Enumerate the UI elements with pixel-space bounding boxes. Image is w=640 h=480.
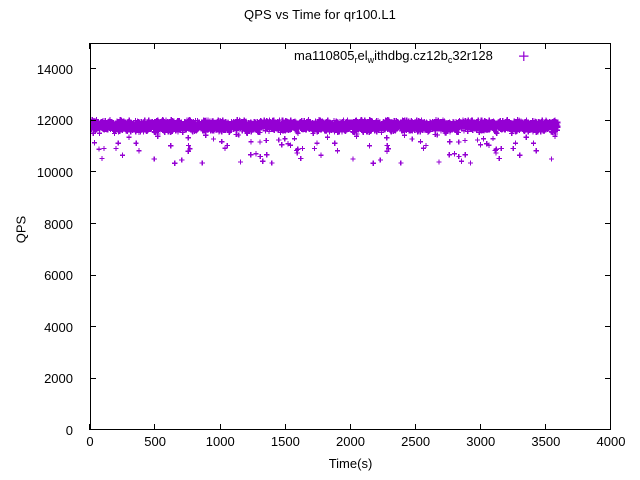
x-axis-tick-mark (610, 43, 612, 49)
x-axis-tick-label: 4000 (596, 434, 626, 449)
x-axis-tick-mark (219, 43, 221, 49)
y-axis-tick-label: 6000 (44, 268, 73, 284)
y-axis-tick-mark (605, 377, 611, 379)
y-axis-tick-label: 12000 (36, 113, 73, 129)
y-axis-tick-mark (605, 274, 611, 276)
x-axis-tick-mark (480, 424, 482, 430)
x-axis-tick-label: 2000 (336, 434, 365, 449)
scatter-series-canvas (91, 117, 561, 166)
x-axis-tick-mark (610, 424, 612, 430)
y-axis-tick-mark (90, 119, 96, 121)
y-axis-tick-mark (90, 171, 96, 173)
x-axis-tick-mark (349, 424, 351, 430)
y-axis-tick-mark (90, 222, 96, 224)
y-axis-tick-mark (90, 326, 96, 328)
x-axis-tick-mark (349, 43, 351, 49)
x-axis-tick-mark (154, 424, 156, 430)
x-axis-tick-label: 0 (86, 434, 94, 449)
y-axis-tick-mark (90, 274, 96, 276)
legend: ma110805relwithdbg.cz12bc32r128 + (294, 45, 555, 67)
y-axis-tick-label: 8000 (44, 216, 73, 232)
chart-title: QPS vs Time for qr100.L1 (244, 7, 396, 22)
x-axis-tick-label: 3500 (531, 434, 561, 449)
legend-marker-plus-icon: + (517, 46, 531, 65)
y-axis-tick-label: 14000 (36, 61, 73, 77)
x-axis-tick-mark (414, 424, 416, 430)
y-axis-tick-mark (605, 119, 611, 121)
y-axis-tick-mark (605, 429, 611, 431)
y-axis-tick-label: 10000 (36, 165, 73, 180)
y-axis-tick-mark (90, 429, 96, 431)
x-axis-tick-mark (545, 424, 547, 430)
x-axis-tick-label: 3000 (466, 434, 496, 449)
y-axis-tick-mark (90, 68, 96, 70)
x-axis-tick-mark (284, 424, 286, 430)
y-axis-tick-label: 0 (65, 423, 73, 438)
x-axis-tick-mark (545, 43, 547, 49)
x-axis-tick-mark (89, 424, 91, 430)
y-axis-tick-mark (90, 377, 96, 379)
y-axis-tick-mark (605, 68, 611, 70)
plot-area (90, 43, 611, 430)
x-axis-tick-label: 1000 (205, 434, 235, 449)
y-axis-tick-label: 2000 (44, 371, 73, 387)
x-axis-tick-label: 500 (144, 434, 166, 449)
x-axis-tick-label: 2500 (401, 434, 431, 449)
legend-series-label: ma110805relwithdbg.cz12bc32r128 (294, 47, 493, 65)
y-axis-tick-mark (605, 222, 611, 224)
x-axis-tick-mark (89, 43, 91, 49)
x-axis-title: Time(s) (328, 456, 373, 471)
x-axis-tick-mark (284, 43, 286, 49)
x-axis-tick-label: 1500 (270, 434, 300, 449)
x-axis-tick-mark (154, 43, 156, 49)
x-axis-tick-mark (219, 424, 221, 430)
y-axis-tick-mark (605, 171, 611, 173)
x-axis-tick-mark (414, 43, 416, 49)
y-axis-tick-mark (605, 326, 611, 328)
y-axis-tick-label: 4000 (44, 319, 73, 335)
x-axis-tick-mark (480, 43, 482, 49)
